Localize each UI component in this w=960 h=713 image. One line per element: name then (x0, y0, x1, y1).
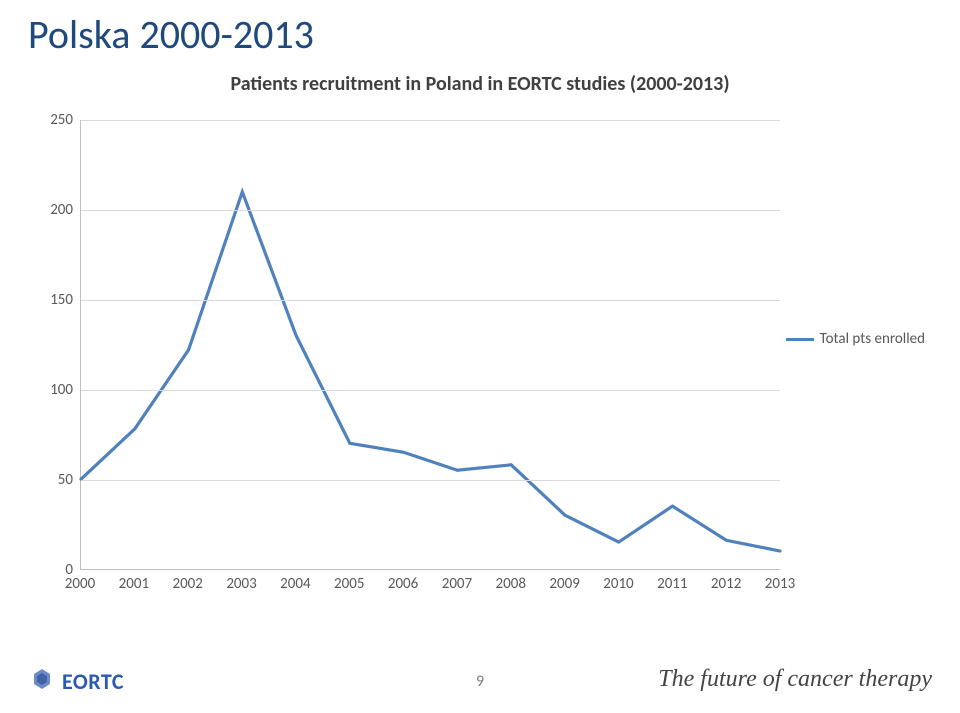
legend: Total pts enrolled (786, 330, 925, 348)
grid-line (81, 480, 780, 481)
x-tick-label: 2013 (765, 575, 795, 593)
x-tick-label: 2006 (388, 575, 418, 593)
chart-title: Patients recruitment in Poland in EORTC … (0, 72, 960, 96)
x-axis-ticks: 2000200120022003200420052006200720082009… (80, 575, 780, 595)
grid-line (81, 300, 780, 301)
y-tick-label: 250 (50, 111, 73, 129)
y-tick-label: 50 (58, 471, 73, 489)
plot-area: 050100150200250 (80, 120, 780, 570)
grid-line (81, 390, 780, 391)
page-number: 9 (476, 672, 484, 691)
grid-line (81, 120, 780, 121)
legend-swatch (786, 338, 814, 341)
logo-icon (28, 667, 56, 695)
x-tick-label: 2000 (65, 575, 95, 593)
tagline: The future of cancer therapy (658, 666, 932, 693)
y-tick-label: 200 (50, 201, 73, 219)
eortc-logo: EORTC (28, 667, 124, 695)
line-series (81, 120, 780, 569)
y-tick-label: 100 (50, 381, 73, 399)
x-tick-label: 2012 (711, 575, 741, 593)
x-tick-label: 2011 (657, 575, 687, 593)
x-tick-label: 2009 (549, 575, 579, 593)
y-tick-label: 150 (50, 291, 73, 309)
slide: Polska 2000-2013 Patients recruitment in… (0, 0, 960, 713)
series-line (81, 192, 780, 551)
x-tick-label: 2008 (496, 575, 526, 593)
x-tick-label: 2005 (334, 575, 364, 593)
x-tick-label: 2010 (603, 575, 633, 593)
x-tick-label: 2007 (442, 575, 472, 593)
x-tick-label: 2004 (280, 575, 310, 593)
legend-label: Total pts enrolled (820, 330, 925, 348)
footer: EORTC 9 The future of cancer therapy (0, 643, 960, 713)
chart: 050100150200250 200020012002200320042005… (40, 110, 920, 610)
logo-text: EORTC (62, 668, 124, 695)
slide-title: Polska 2000-2013 (28, 10, 314, 59)
x-tick-label: 2003 (226, 575, 256, 593)
x-tick-label: 2002 (172, 575, 202, 593)
x-tick-label: 2001 (119, 575, 149, 593)
grid-line (81, 210, 780, 211)
